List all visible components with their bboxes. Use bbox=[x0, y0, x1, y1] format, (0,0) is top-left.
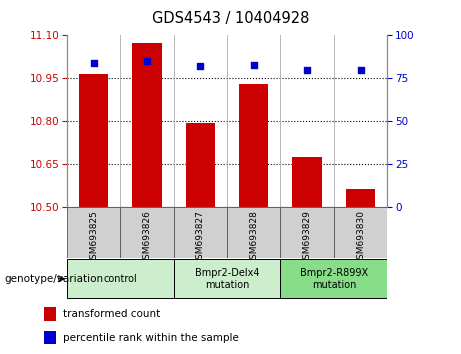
Text: Bmpr2-Delx4
mutation: Bmpr2-Delx4 mutation bbox=[195, 268, 259, 290]
Bar bbox=[174, 259, 280, 298]
Text: control: control bbox=[103, 274, 137, 284]
Bar bbox=[292, 157, 322, 207]
Text: transformed count: transformed count bbox=[63, 309, 160, 319]
Bar bbox=[227, 207, 280, 258]
Point bbox=[90, 60, 97, 66]
Text: genotype/variation: genotype/variation bbox=[5, 274, 104, 284]
Point bbox=[143, 58, 151, 64]
Bar bbox=[346, 189, 375, 207]
Bar bbox=[174, 207, 227, 258]
Bar bbox=[67, 207, 120, 258]
Point bbox=[250, 62, 257, 67]
Text: Bmpr2-R899X
mutation: Bmpr2-R899X mutation bbox=[300, 268, 368, 290]
Point bbox=[303, 67, 311, 73]
Point bbox=[197, 63, 204, 69]
Bar bbox=[44, 307, 56, 321]
Text: GSM693829: GSM693829 bbox=[302, 210, 312, 264]
Text: GSM693830: GSM693830 bbox=[356, 210, 365, 265]
Text: percentile rank within the sample: percentile rank within the sample bbox=[63, 332, 238, 343]
Text: GSM693826: GSM693826 bbox=[142, 210, 152, 264]
Text: GSM693828: GSM693828 bbox=[249, 210, 258, 264]
Text: GDS4543 / 10404928: GDS4543 / 10404928 bbox=[152, 11, 309, 25]
Bar bbox=[79, 74, 108, 207]
Text: GSM693825: GSM693825 bbox=[89, 210, 98, 264]
Point bbox=[357, 67, 364, 73]
Bar bbox=[132, 42, 162, 207]
Bar bbox=[67, 259, 174, 298]
Text: GSM693827: GSM693827 bbox=[196, 210, 205, 264]
Bar bbox=[280, 259, 387, 298]
Bar bbox=[120, 207, 174, 258]
Bar bbox=[239, 84, 268, 207]
Bar bbox=[44, 331, 56, 344]
Bar bbox=[280, 207, 334, 258]
Bar bbox=[334, 207, 387, 258]
Bar bbox=[186, 123, 215, 207]
